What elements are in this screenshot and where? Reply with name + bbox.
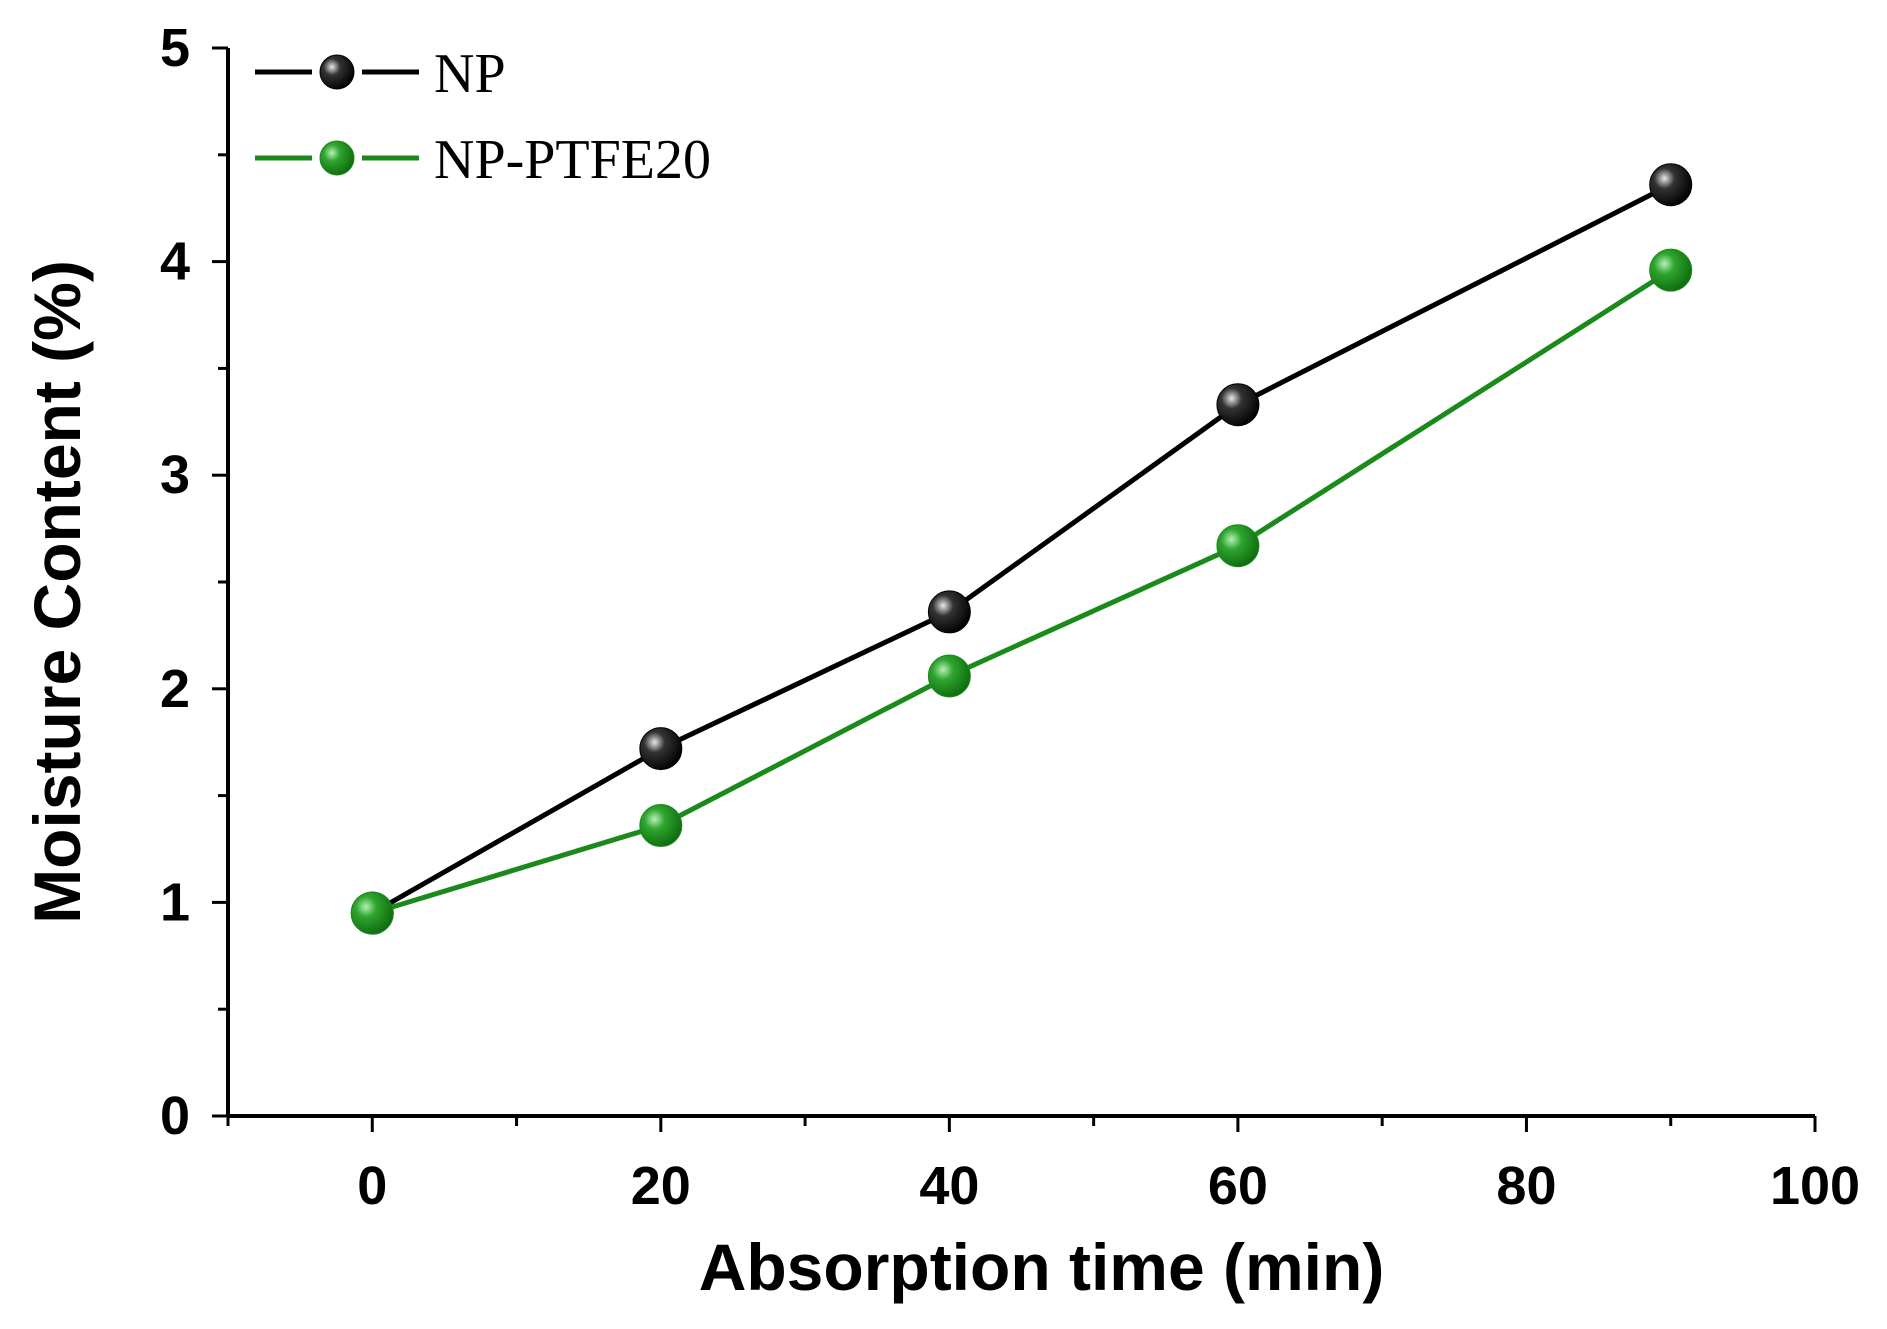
y-tick-label: 3 bbox=[160, 445, 190, 505]
data-point bbox=[639, 727, 683, 771]
legend-marker bbox=[319, 54, 355, 90]
legend-item: NP-PTFE20 bbox=[255, 129, 711, 191]
data-point bbox=[927, 590, 971, 634]
legend-item: NP bbox=[255, 43, 506, 105]
x-tick-label: 40 bbox=[919, 1156, 979, 1216]
y-tick-label: 5 bbox=[160, 18, 190, 78]
y-axis-title: Moisture Content (%) bbox=[20, 260, 94, 924]
data-point bbox=[639, 804, 683, 848]
data-point bbox=[1649, 248, 1693, 292]
x-tick-label: 0 bbox=[357, 1156, 387, 1216]
series-line bbox=[371, 268, 1673, 916]
x-tick-label: 60 bbox=[1208, 1156, 1268, 1216]
legend: NP NP-PTFE20 bbox=[255, 43, 711, 191]
y-tick-label: 1 bbox=[160, 872, 190, 932]
legend-label: NP bbox=[434, 43, 506, 105]
y-tick-label: 2 bbox=[160, 659, 190, 719]
data-point bbox=[1216, 524, 1260, 568]
data-point bbox=[1216, 383, 1260, 427]
axes: 0 20 40 60 80 100 0 1 2 3 4 5 Absorption time (min) M… bbox=[20, 18, 1860, 1304]
series-np-ptfe20 bbox=[350, 248, 1693, 935]
legend-label: NP-PTFE20 bbox=[434, 129, 711, 191]
y-tick-label: 0 bbox=[160, 1086, 190, 1146]
x-tick-label: 100 bbox=[1770, 1156, 1860, 1216]
series-layer bbox=[350, 163, 1693, 935]
series-line bbox=[371, 182, 1672, 916]
y-tick-label: 4 bbox=[160, 232, 190, 292]
data-point bbox=[927, 654, 971, 698]
data-point bbox=[350, 891, 394, 935]
x-axis-title: Absorption time (min) bbox=[699, 1230, 1385, 1304]
legend-marker bbox=[319, 140, 355, 176]
series-np bbox=[350, 163, 1693, 935]
data-point bbox=[1649, 163, 1693, 207]
x-tick-label: 20 bbox=[631, 1156, 691, 1216]
x-tick-label: 80 bbox=[1496, 1156, 1556, 1216]
